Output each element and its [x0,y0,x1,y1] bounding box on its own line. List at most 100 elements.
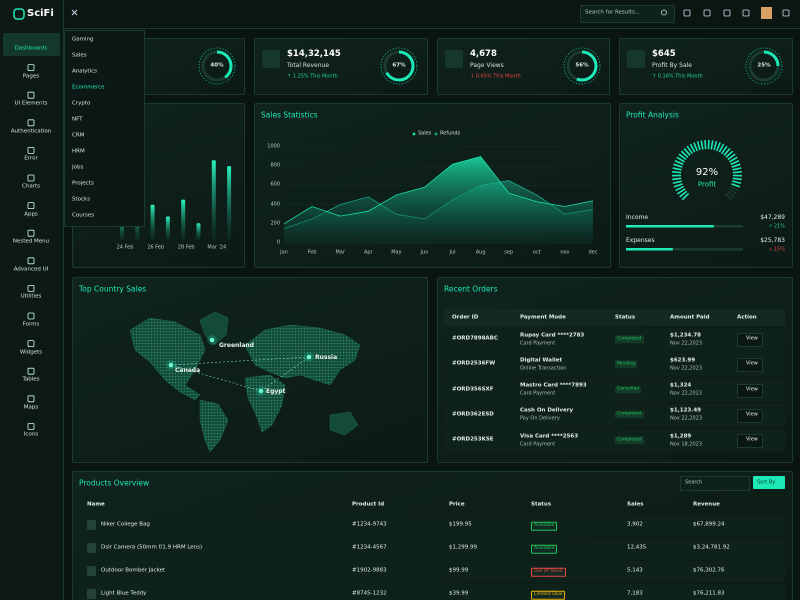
table-row [444,378,785,402]
price: $99.99 [449,567,469,574]
ring-outer [745,47,783,85]
product-name: Niker College Bag [101,521,150,528]
table-row [79,515,785,536]
stat-card [619,38,793,95]
order-date: Nov 22,2023 [670,340,703,346]
status-badge: Cancelled [615,385,642,394]
dropdown-item: Projects [72,180,94,187]
sidebar-item: Pages [22,72,40,79]
view-button[interactable] [737,408,763,423]
y-tick-label: 0 [276,239,280,246]
sidebar-item: Widgets [19,348,43,355]
sort-button[interactable] [753,476,785,489]
column-header: Price [449,501,465,508]
column-header: Amount Paid [670,313,710,320]
ring-value [748,50,780,82]
card-title: Recent Orders [444,284,498,294]
gauge-segment [673,183,683,188]
gauge-segment [672,177,682,181]
table-row [79,584,785,600]
gauge [671,140,743,201]
y-tick-label: 200 [270,220,280,227]
map-card [72,277,428,463]
sidebar-item: Dashboards [14,45,48,52]
y-tick-label: 800 [270,162,280,169]
bar [211,160,216,240]
stat-value: 4,678 [470,48,497,59]
product-thumb [87,566,96,576]
product-id: #1234-4567 [352,544,387,551]
payment-type: Card Payment [520,340,556,346]
sidebar [0,0,64,600]
gauge-segment [680,150,689,158]
gauge-segment [677,188,686,195]
x-tick-label: 24 Feb [116,244,134,251]
sidebar-icon [27,146,35,154]
x-tick-label: nov [560,249,570,256]
sidebar-item: Tables [22,376,40,383]
stat-icon [627,50,645,68]
stat-change: ↓ 0.65% This Month [470,73,521,80]
gauge-segment [693,142,699,152]
sidebar-item: Error [24,155,38,162]
ring-value [201,50,233,82]
payment-mode: Rupay Card ****2783 [520,331,585,338]
sidebar-item: Authentication [10,128,52,135]
amount: $623.99 [670,357,696,364]
dropdown-item: Gaming [72,36,94,43]
x-tick-label: 28 Feb [177,244,195,251]
dropdown-menu [64,30,145,227]
view-button[interactable] [737,333,763,347]
x-tick-label: Jun [420,249,429,256]
payment-type: Pay On Delivery [520,415,560,422]
x-tick-label: oct [532,249,541,256]
table-header [444,309,785,326]
x-tick-label: 26 Feb [147,244,164,251]
gauge-caption: Profit [697,180,717,189]
top-bar [64,0,800,29]
view-button[interactable] [737,434,763,449]
sidebar-icon [27,422,35,430]
sidebar-item: Charts [22,183,40,190]
column-header: Action [737,313,757,320]
sidebar-item: Maps [23,404,39,411]
view-label: View [746,411,758,418]
amount: $1,123.49 [670,407,701,414]
column-header: Product Id [352,501,385,508]
status-badge: Limited Deal [531,590,566,600]
view-button[interactable] [737,383,763,398]
search-icon [661,9,667,16]
profit-change: ↗ 21% [768,223,785,230]
product-name: Light Blue Teddy [101,590,147,597]
progress-track [626,248,743,251]
profit-change: ↘ 15% [768,246,785,253]
search-box[interactable] [580,5,675,23]
sidebar-item: Advanced UI [13,266,49,273]
gauge-segment [679,190,688,198]
ring-value [383,50,415,82]
profit-amount: $25,783 [760,237,785,244]
sidebar-icon [27,257,35,265]
product-search[interactable] [680,476,750,491]
gauge-segment [676,156,685,163]
sales: 3,902 [627,521,643,528]
stat-icon [445,50,463,68]
map-point [168,362,174,368]
view-button[interactable] [737,358,763,373]
view-label: View [746,386,758,393]
bar [165,216,170,240]
sidebar-item: Nested Menu [12,238,50,245]
gauge-segment [683,147,691,156]
gauge-segment [710,140,714,150]
ring-outer [380,47,418,85]
card-title: Products Overview [79,478,150,488]
gauge-segment [727,153,736,161]
x-tick-label: dec [588,249,598,256]
country-label: Egypt [266,388,286,395]
gauge-segment [732,180,742,185]
order-id: #ORD2536FW [452,360,496,367]
map-point [209,337,215,343]
stat-card [437,38,610,95]
x-tick-label: Jul [449,249,456,256]
series-line [283,156,594,225]
